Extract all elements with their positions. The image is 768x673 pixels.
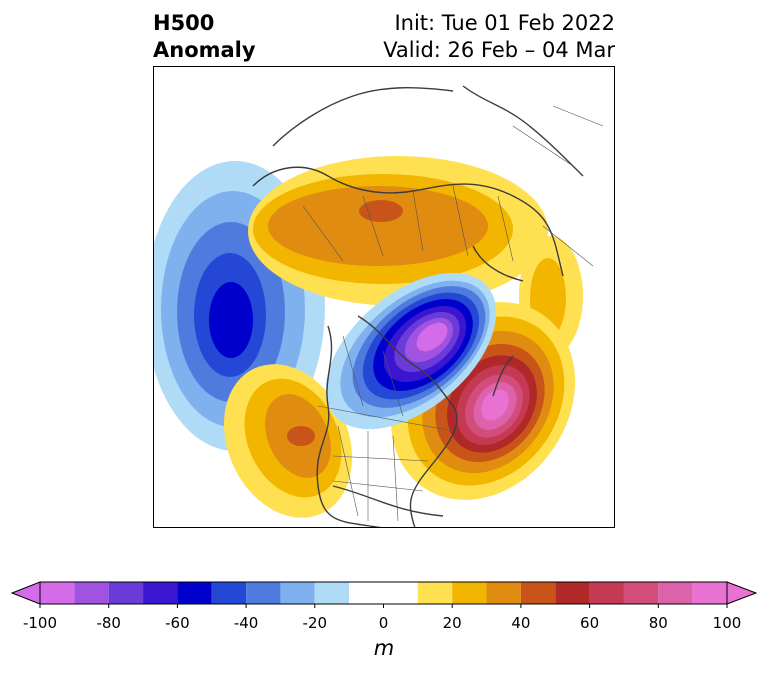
colorbar-segment [349,582,418,604]
colorbar-segment [74,582,109,604]
colorbar-extend-max [726,581,758,605]
colorbar-segment [280,582,315,604]
colorbar-segment [40,582,75,604]
political-boundaries [302,105,604,522]
title-line-1: H500 [153,11,215,35]
run-info: Init: Tue 01 Feb 2022 Valid: 26 Feb – 04… [340,10,615,64]
colorbar-extend-min [10,581,41,605]
colorbar-segment [658,582,693,604]
colorbar-segment [143,582,178,604]
colorbar-segment [486,582,521,604]
colorbar-tick-label: 0 [378,614,389,632]
colorbar-tick-label: 60 [580,614,600,632]
colorbar-segment [314,582,350,604]
colorbar [10,581,758,608]
colorbar-segment [177,582,212,604]
colorbar-segment [246,582,281,604]
coastlines [252,85,584,528]
colorbar-tick-label: 100 [712,614,742,632]
title-line-2: Anomaly [153,38,256,62]
colorbar-tick-label: 40 [511,614,531,632]
colorbar-segment [589,582,624,604]
colorbar-tick-label: -40 [233,614,259,632]
colorbar-segment [211,582,247,604]
colorbar-segment [555,582,590,604]
colorbar-tick-label: 80 [648,614,668,632]
init-time: Init: Tue 01 Feb 2022 [394,11,615,35]
colorbar-tick-label: -60 [165,614,190,632]
colorbar-segment [623,582,659,604]
valid-period: Valid: 26 Feb – 04 Mar [383,38,615,62]
arctic-positive-anomaly-band [248,156,583,356]
colorbar-segment [417,582,453,604]
colorbar-tick-label: -80 [96,614,121,632]
western-us-positive-anomaly [223,364,353,518]
colorbar-segment [692,582,727,604]
canada-central-negative-anomaly [325,272,497,430]
colorbar-tick-label: -20 [302,614,328,632]
colorbar-segment [108,582,144,604]
map-title: H500 Anomaly [153,10,256,64]
anomaly-map [153,66,615,528]
colorbar-segment [520,582,556,604]
colorbar-segment [452,582,487,604]
colorbar-unit: m [373,636,395,660]
colorbar-tick-label: -100 [22,614,58,632]
colorbar-tick-label: 20 [442,614,462,632]
